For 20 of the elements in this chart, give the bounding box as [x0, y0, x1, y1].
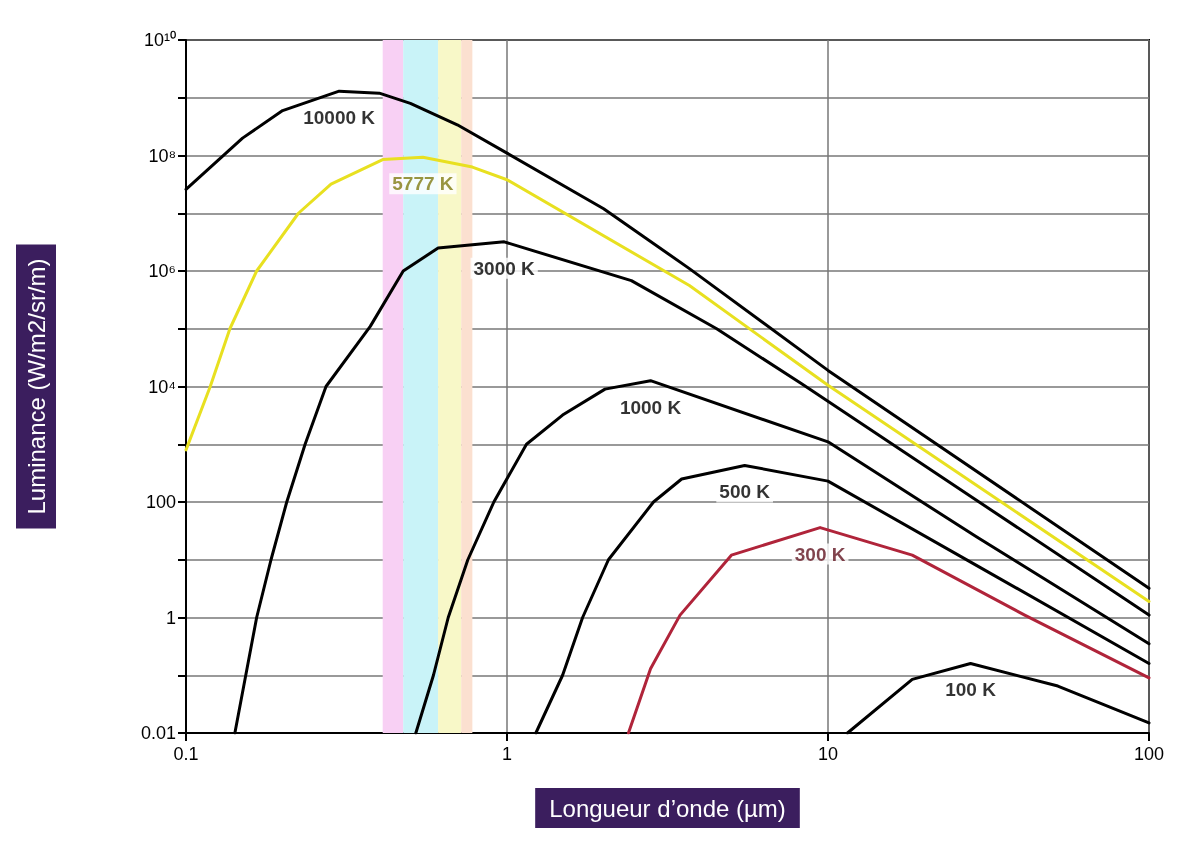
y-tick-label: 100	[145, 492, 176, 512]
series-label: 5777 K	[392, 173, 454, 195]
y-tick-label: 10⁸	[148, 145, 176, 166]
y-tick-label: 10⁴	[148, 376, 176, 397]
y-tick-label: 1	[165, 607, 176, 628]
y-tick-label: 10¹⁰	[143, 30, 176, 50]
series-label: 10000 K	[303, 107, 376, 129]
x-tick-label: 10	[817, 744, 839, 764]
y-axis-title: Luminance (W/m2/sr/m)	[22, 258, 50, 515]
y-tick-label: 10⁶	[148, 261, 176, 281]
x-tick-label: 100	[1133, 744, 1165, 764]
series-label: 100 K	[945, 679, 997, 701]
series-label: 3000 K	[473, 257, 536, 279]
x-tick-label: 1	[501, 744, 513, 764]
x-axis-title: Longueur d’onde (µm)	[549, 794, 786, 822]
y-tick-label: 0.01	[140, 723, 176, 743]
series-label: 1000 K	[619, 396, 682, 418]
series-label: 500 K	[719, 481, 771, 503]
x-tick-label: 0.1	[173, 744, 199, 764]
series-label: 300 K	[794, 543, 846, 565]
